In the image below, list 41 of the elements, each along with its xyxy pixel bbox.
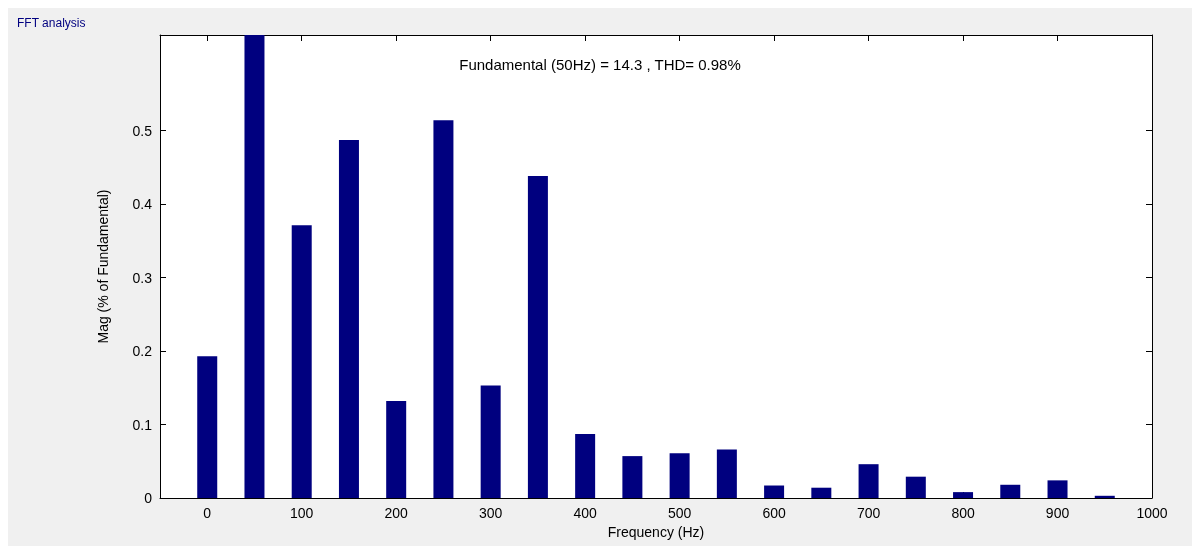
bar [527,176,548,498]
x-axis-title: Frequency (Hz) [607,523,705,540]
bar [716,449,737,498]
x-tick-label: 900 [1045,505,1070,521]
text: FFT analysis [17,16,86,30]
bar [1047,480,1068,498]
x-tick-label: 200 [384,505,409,521]
bar [480,385,501,498]
x-tick-label: 300 [478,505,503,521]
y-tick-label: 0.3 [132,269,153,286]
y-tick-label: 0.2 [132,343,153,360]
bar [197,356,218,498]
bar [338,140,359,498]
bar [622,456,643,498]
bar [858,464,879,498]
x-tick-label: 400 [573,505,598,521]
text: Fundamental (50Hz) = 14.3 , THD= 0.98% [459,56,741,73]
x-tick-label: 700 [856,505,881,521]
bar [386,400,407,498]
bar [291,225,312,498]
x-tick-label: 100 [290,505,314,521]
bar [1094,495,1115,498]
y-tick-label: 0.5 [132,122,153,139]
bar [244,35,265,498]
bar [669,453,690,498]
y-tick-label: 0.1 [132,416,153,433]
bar [905,476,926,498]
bar [575,434,596,498]
x-tick-label: 500 [667,505,692,521]
x-tick-label: 600 [762,505,786,521]
y-axis-title: Mag (% of Fundamental) [95,189,111,344]
bar [433,120,454,498]
x-tick-label: 0 [203,505,212,521]
x-tick-label: 1000 [1136,505,1168,521]
y-tick-label: 0 [144,490,153,506]
y-tick-label: 0.4 [132,196,153,213]
bar [811,487,832,498]
bar [953,492,974,498]
bar [764,485,785,498]
bar [1000,484,1021,498]
x-tick-label: 800 [951,505,975,521]
